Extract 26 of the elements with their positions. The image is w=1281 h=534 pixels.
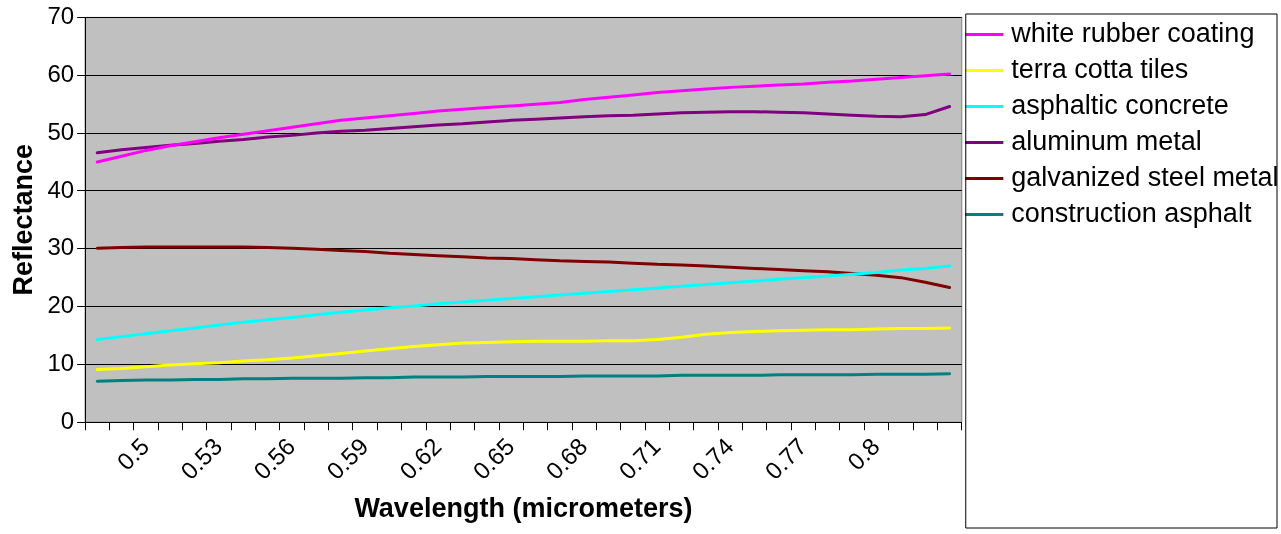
legend-label: asphaltic concrete: [1011, 89, 1229, 120]
x-tick-label: 0.62: [394, 432, 447, 485]
y-tick-label: 10: [47, 349, 75, 376]
x-tick-label: 0.56: [248, 432, 301, 485]
y-tick-label: 0: [60, 406, 75, 434]
x-tick-label: 0.74: [686, 432, 739, 485]
y-tick-label: 40: [47, 175, 75, 203]
legend-label: galvanized steel metal: [1011, 161, 1279, 192]
x-tick-label: 0.53: [175, 432, 228, 485]
y-axis-title: Reflectance: [7, 144, 38, 296]
legend-label: white rubber coating: [1010, 17, 1255, 48]
y-tick-label: 30: [47, 233, 75, 261]
x-tick-label: 0.59: [321, 432, 374, 485]
x-axis-title: Wavelength (micrometers): [354, 493, 693, 524]
y-tick-label: 70: [47, 2, 75, 30]
x-tick-label: 0.71: [613, 432, 666, 485]
y-tick-label: 20: [47, 291, 75, 319]
legend-label: construction asphalt: [1011, 197, 1252, 228]
x-tick-label: 0.68: [540, 432, 593, 485]
legend-label: aluminum metal: [1011, 125, 1202, 156]
x-tick-label: 0.8: [842, 432, 885, 476]
x-tick-label: 0.65: [467, 432, 520, 485]
legend-label: terra cotta tiles: [1011, 53, 1189, 84]
y-tick-label: 50: [47, 117, 75, 145]
y-tick-label: 60: [47, 59, 75, 87]
x-tick-label: 0.5: [111, 432, 155, 476]
